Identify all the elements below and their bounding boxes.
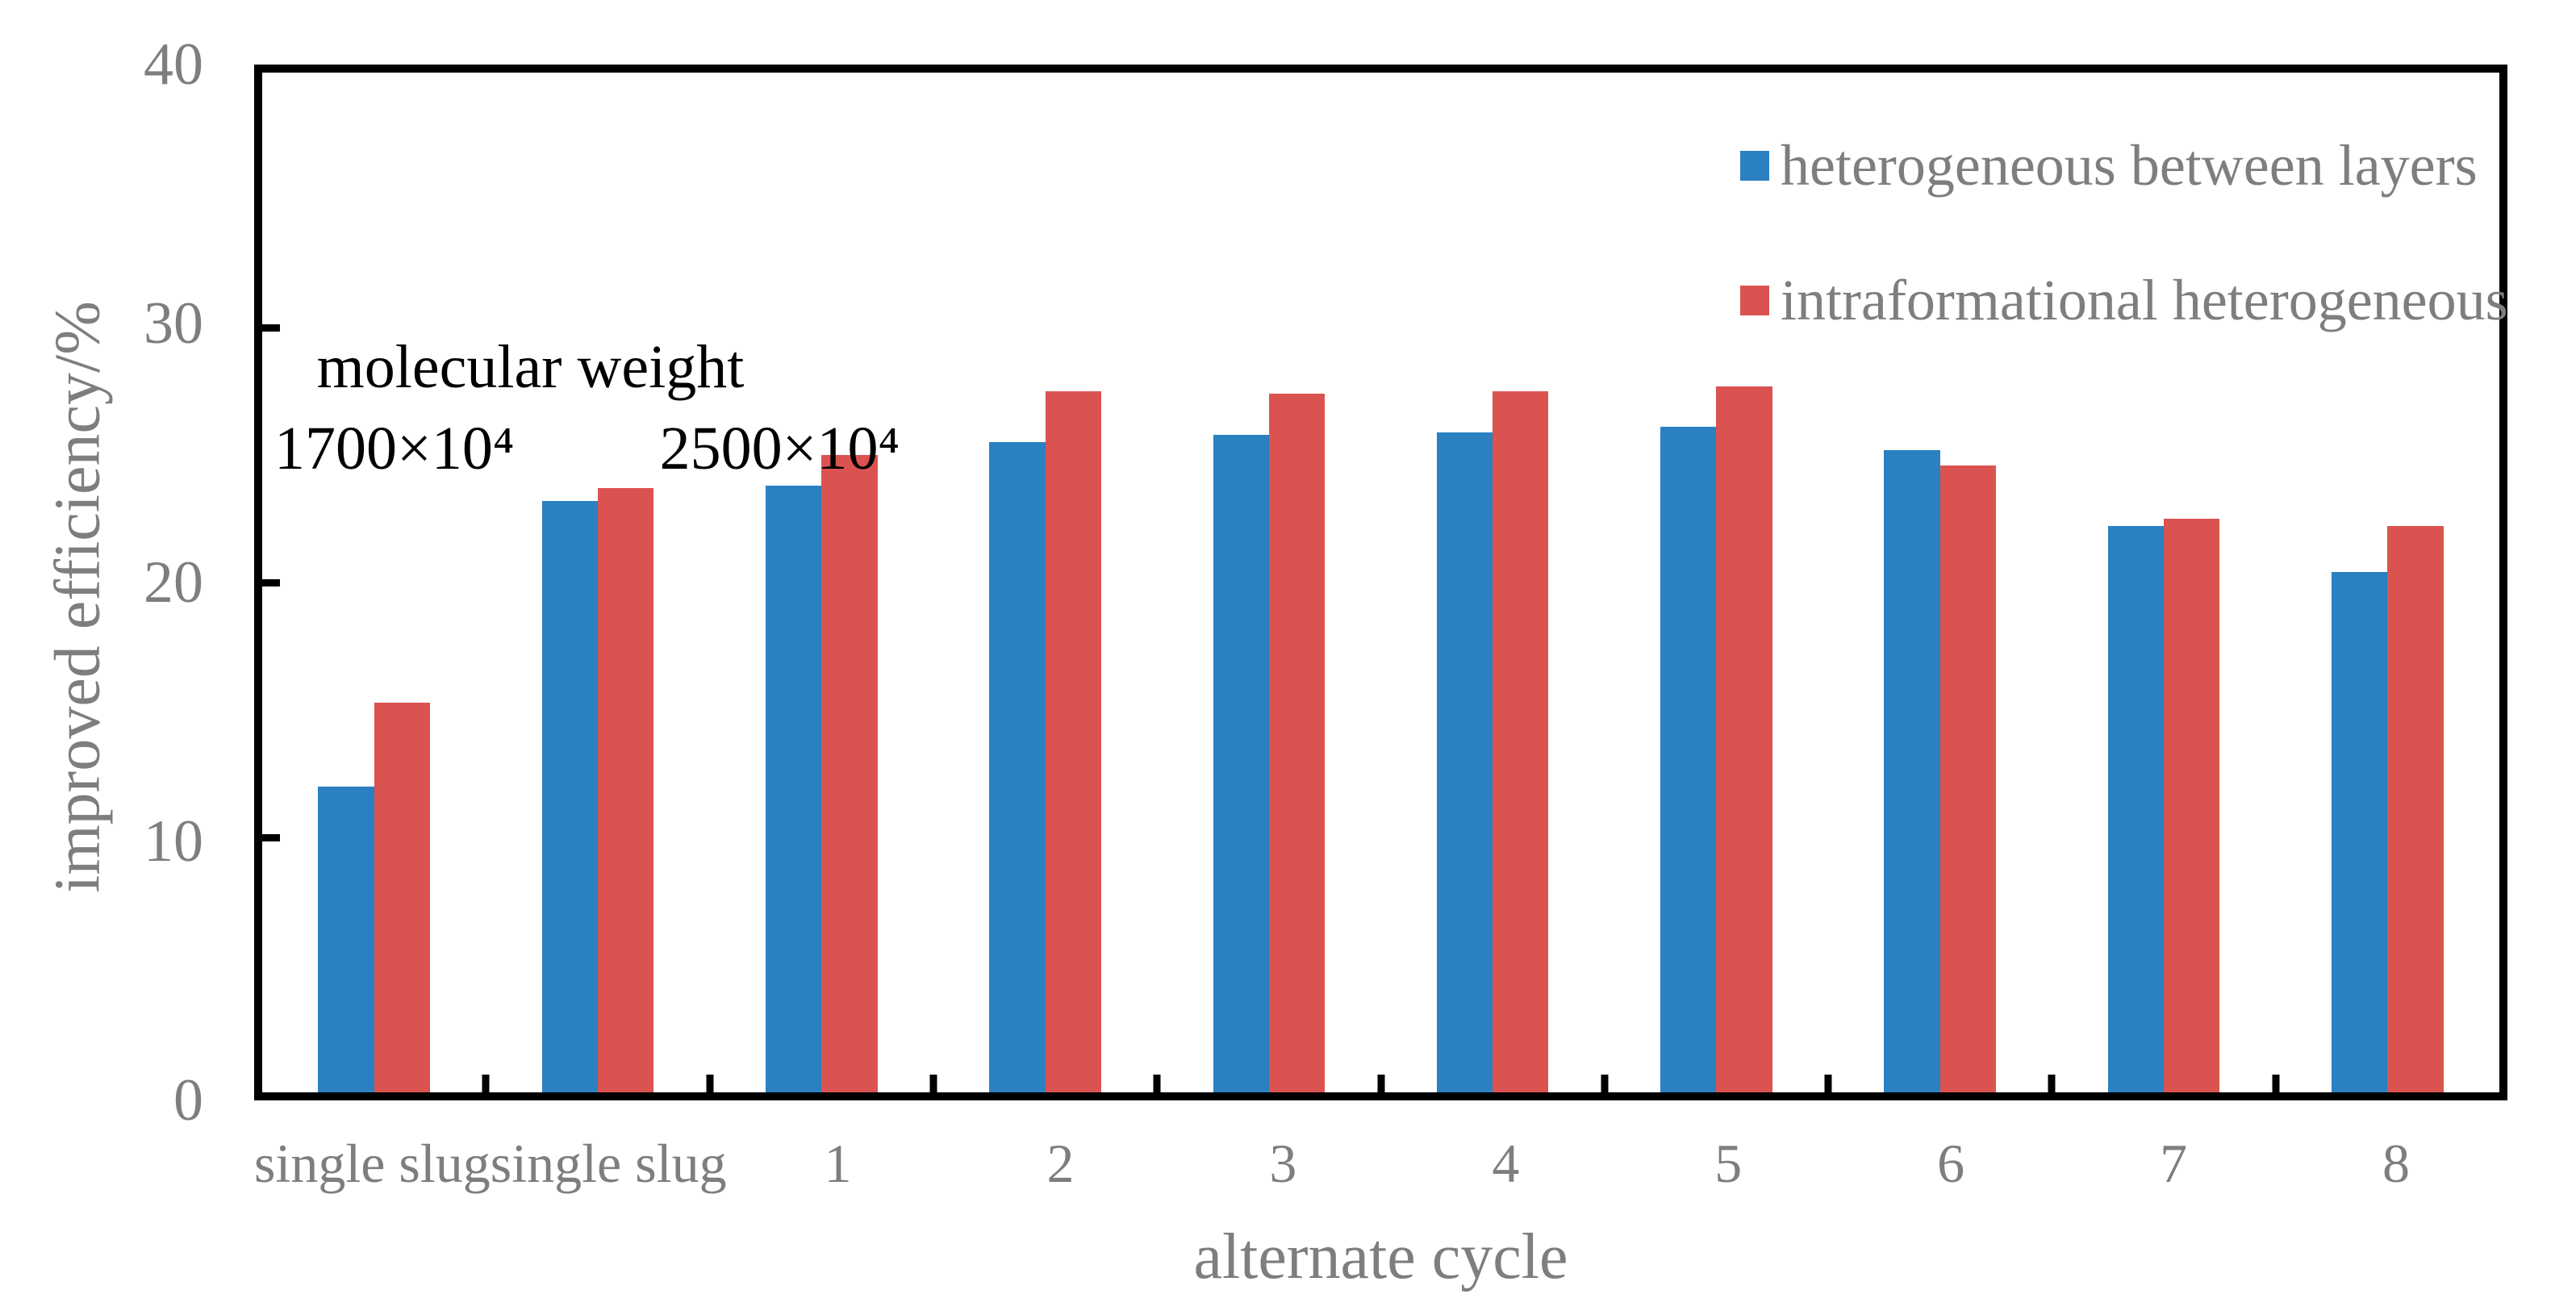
x-tick-label-7: 5 — [1714, 1133, 1743, 1194]
y-tick-30 — [262, 324, 280, 332]
bar-series1-10 — [2332, 572, 2388, 1092]
y-tick-20 — [262, 579, 280, 587]
legend-label-series-1: heterogeneous between layers — [1781, 133, 2478, 198]
bar-group-4 — [933, 73, 1157, 1092]
y-tick-label-40: 40 — [144, 31, 203, 98]
bar-series1-2 — [541, 500, 598, 1092]
bar-group-9 — [2052, 73, 2275, 1092]
y-axis-title: improved efficiency/% — [42, 301, 114, 893]
bar-series1-4 — [989, 442, 1046, 1092]
bar-group-8 — [1828, 73, 2052, 1092]
x-tick-label-1: single slug — [254, 1133, 491, 1194]
x-tick-boundary-5 — [1377, 1075, 1384, 1092]
x-tick-label-6: 4 — [1492, 1133, 1520, 1194]
bar-series1-8 — [1884, 449, 1940, 1092]
x-tick-label-2: single slug — [490, 1133, 727, 1194]
bar-series2-10 — [2387, 526, 2444, 1092]
x-tick-label-5: 3 — [1269, 1133, 1297, 1194]
legend-item-heterogeneous-between-layers: heterogeneous between layers — [1740, 136, 2478, 194]
plot-area: molecular weight 1700×10⁴ 2500×10⁴ heter… — [254, 65, 2508, 1100]
x-axis-title: alternate cycle — [1193, 1221, 1568, 1292]
annotation-values: 1700×10⁴ 2500×10⁴ — [274, 414, 900, 484]
legend-item-intraformational-heterogeneous: intraformational heterogeneous — [1740, 271, 2508, 329]
legend-swatch-blue — [1740, 150, 1769, 181]
bar-series2-1 — [374, 702, 430, 1092]
bar-series2-6 — [1493, 391, 1549, 1092]
bars-layer — [262, 73, 2499, 1092]
x-tick-boundary-7 — [1824, 1075, 1832, 1092]
x-tick-label-9: 7 — [2160, 1133, 2188, 1194]
x-tick-label-8: 6 — [1937, 1133, 1965, 1194]
x-tick-boundary-2 — [706, 1075, 714, 1092]
annotation-mw-1700: 1700×10⁴ — [274, 415, 515, 483]
x-tick-boundary-3 — [929, 1075, 937, 1092]
y-tick-label-10: 10 — [144, 808, 203, 875]
bar-series2-5 — [1268, 394, 1326, 1092]
bar-series2-2 — [597, 488, 654, 1092]
bar-group-5 — [1157, 73, 1380, 1092]
bar-group-10 — [2276, 73, 2499, 1092]
bar-series1-3 — [765, 485, 822, 1092]
x-tick-label-4: 2 — [1046, 1133, 1075, 1194]
x-axis-tick-labels: single slug single slug 1 2 3 4 5 6 7 8 — [254, 1136, 2507, 1191]
bar-series2-3 — [821, 455, 878, 1092]
bar-series2-8 — [1939, 465, 1997, 1092]
bar-group-6 — [1380, 73, 1604, 1092]
y-tick-10 — [262, 834, 280, 841]
bar-series1-7 — [1660, 427, 1717, 1092]
x-tick-boundary-4 — [1153, 1075, 1161, 1092]
legend-label-series-2: intraformational heterogeneous — [1781, 268, 2508, 332]
bar-group-3 — [710, 73, 933, 1092]
bar-group-2 — [486, 73, 709, 1092]
y-tick-label-0: 0 — [173, 1067, 203, 1133]
annotation-molecular-weight: molecular weight 1700×10⁴ 2500×10⁴ — [274, 332, 900, 485]
annotation-title: molecular weight — [316, 333, 745, 401]
bar-series1-6 — [1436, 432, 1493, 1092]
x-tick-boundary-8 — [2048, 1075, 2056, 1092]
x-tick-boundary-1 — [482, 1075, 490, 1092]
bar-series2-9 — [2164, 519, 2220, 1092]
bar-group-1 — [262, 73, 486, 1092]
bar-series1-1 — [318, 786, 374, 1092]
x-tick-boundary-6 — [1601, 1075, 1609, 1092]
legend-swatch-red — [1740, 285, 1769, 315]
bar-series1-9 — [2107, 526, 2165, 1092]
bar-series2-7 — [1716, 386, 1772, 1092]
annotation-mw-2500: 2500×10⁴ — [659, 415, 900, 483]
x-tick-label-10: 8 — [2382, 1133, 2410, 1194]
x-tick-label-3: 1 — [824, 1133, 852, 1194]
bar-series2-4 — [1045, 391, 1101, 1092]
bar-group-7 — [1605, 73, 1828, 1092]
x-tick-boundary-9 — [2272, 1075, 2280, 1092]
y-tick-label-20: 20 — [144, 549, 203, 616]
bar-series1-5 — [1213, 434, 1269, 1092]
y-tick-label-30: 30 — [144, 290, 203, 357]
